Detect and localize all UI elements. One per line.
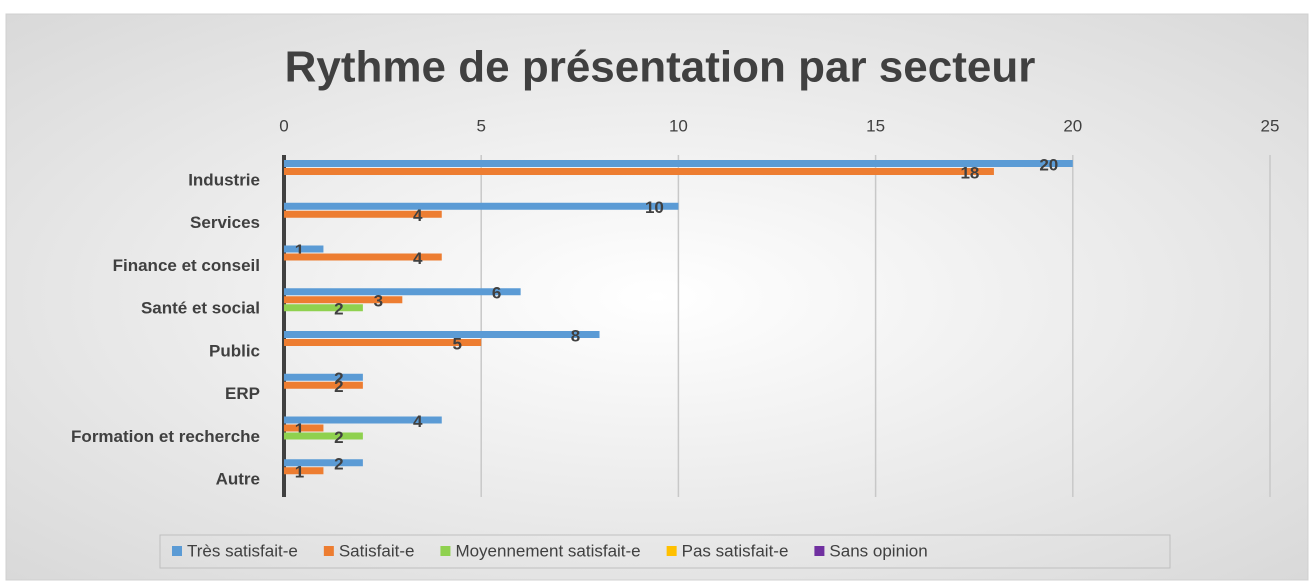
data-label: 4 (413, 412, 423, 431)
data-label: 2 (334, 369, 343, 388)
bar (284, 373, 363, 381)
data-label: 10 (645, 198, 664, 217)
y-tick-label: ERP (225, 384, 260, 403)
bar (284, 253, 442, 261)
bar (284, 296, 403, 304)
legend-label: Satisfait-e (339, 541, 415, 560)
legend-swatch (440, 546, 451, 556)
y-tick-label: Industrie (188, 170, 260, 189)
bar (284, 381, 363, 389)
x-tick-label: 5 (476, 116, 485, 135)
chart-title: Rythme de présentation par secteur (285, 43, 1036, 92)
x-tick-label: 20 (1063, 116, 1082, 135)
y-tick-label: Public (209, 341, 260, 360)
data-label: 6 (492, 284, 501, 303)
legend-swatch (666, 546, 677, 556)
legend-label: Moyennement satisfait-e (455, 541, 640, 560)
data-label: 1 (295, 241, 304, 260)
y-tick-label: Services (190, 213, 260, 232)
data-label: 4 (413, 206, 423, 225)
data-label: 1 (295, 420, 304, 439)
data-label: 2 (334, 455, 343, 474)
x-tick-label: 0 (279, 116, 288, 135)
y-tick-label: Formation et recherche (71, 427, 260, 446)
chart-background (5, 13, 1309, 581)
bar (284, 202, 679, 210)
bar (284, 424, 324, 432)
data-label: 8 (571, 326, 580, 345)
y-tick-label: Autre (216, 470, 260, 489)
legend-label: Pas satisfait-e (682, 541, 789, 560)
bar (284, 160, 1073, 167)
data-label: 2 (334, 300, 343, 319)
bar (284, 432, 363, 440)
x-tick-label: 10 (669, 116, 688, 135)
bar (284, 339, 482, 346)
data-label: 1 (295, 463, 304, 482)
data-label: 5 (452, 334, 461, 353)
bar (284, 245, 324, 253)
legend-swatch (172, 546, 182, 556)
bar (284, 304, 363, 312)
legend-swatch (814, 546, 825, 556)
data-label: 2 (334, 377, 343, 396)
data-label: 18 (960, 163, 979, 182)
data-label: 3 (374, 292, 383, 311)
data-label: 20 (1039, 155, 1058, 174)
legend-swatch (323, 546, 334, 556)
bar (284, 331, 600, 338)
bar (284, 467, 324, 475)
legend-label: Sans opinion (829, 541, 927, 560)
legend-box (159, 534, 1171, 569)
x-tick-label: 15 (866, 116, 885, 135)
data-label: 4 (413, 249, 423, 268)
bar (284, 416, 442, 424)
bar (284, 288, 521, 296)
bar (284, 210, 442, 218)
bar (284, 168, 994, 175)
legend-label: Très satisfait-e (187, 541, 298, 560)
x-tick-label: 25 (1261, 116, 1280, 135)
y-tick-label: Finance et conseil (113, 256, 260, 275)
data-label: 2 (334, 428, 343, 447)
y-tick-label: Santé et social (141, 299, 260, 318)
bar (284, 459, 363, 467)
